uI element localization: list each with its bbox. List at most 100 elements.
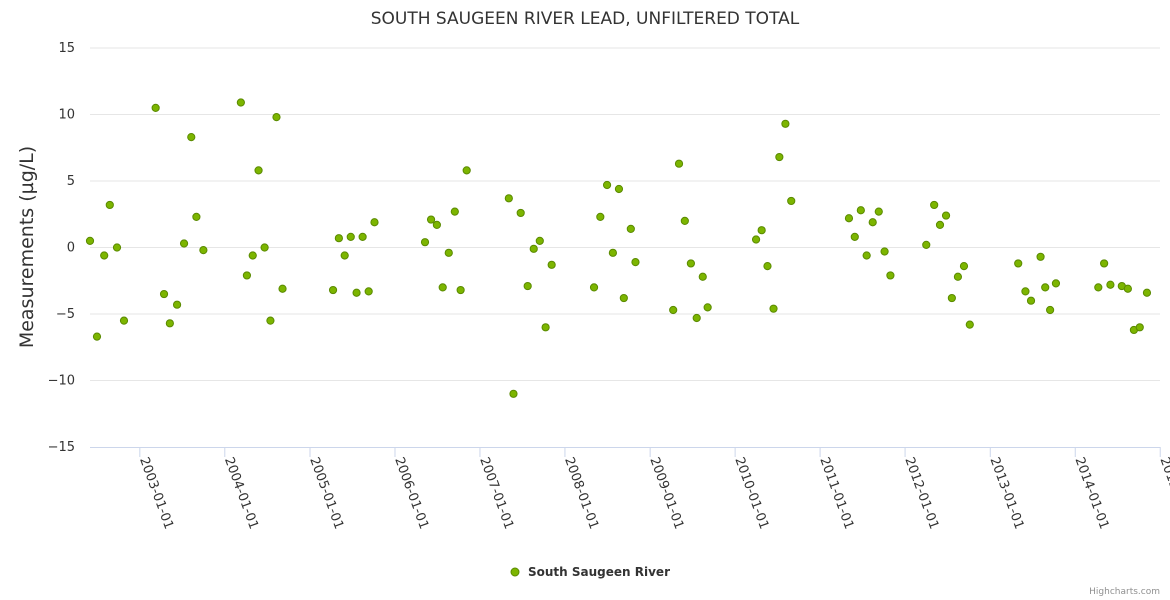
- data-point[interactable]: [1014, 259, 1023, 268]
- data-point[interactable]: [589, 283, 599, 292]
- data-point[interactable]: [935, 220, 945, 229]
- data-point[interactable]: [523, 281, 532, 291]
- data-point[interactable]: [965, 320, 974, 329]
- data-point[interactable]: [236, 98, 245, 107]
- data-point[interactable]: [334, 234, 343, 243]
- data-point[interactable]: [1135, 323, 1144, 332]
- data-point[interactable]: [930, 200, 939, 210]
- data-point[interactable]: [614, 184, 624, 194]
- data-point[interactable]: [242, 271, 252, 280]
- data-point[interactable]: [953, 272, 963, 281]
- data-point[interactable]: [631, 258, 640, 267]
- data-point[interactable]: [260, 243, 269, 252]
- data-point[interactable]: [692, 313, 701, 323]
- data-point[interactable]: [192, 212, 201, 222]
- data-point[interactable]: [328, 285, 338, 295]
- data-point[interactable]: [787, 196, 796, 206]
- data-point[interactable]: [187, 133, 196, 142]
- data-point[interactable]: [266, 316, 275, 325]
- data-point[interactable]: [119, 316, 129, 325]
- data-point[interactable]: [272, 113, 281, 122]
- data-point[interactable]: [947, 293, 956, 303]
- data-point[interactable]: [775, 152, 784, 162]
- data-point[interactable]: [504, 194, 513, 203]
- data-point[interactable]: [438, 283, 447, 292]
- legend-label[interactable]: South Saugeen River: [528, 565, 670, 579]
- data-point[interactable]: [959, 262, 969, 271]
- data-point[interactable]: [608, 248, 617, 257]
- data-point[interactable]: [886, 271, 895, 280]
- data-point[interactable]: [509, 389, 518, 398]
- data-point[interactable]: [105, 200, 114, 210]
- data-point[interactable]: [159, 289, 169, 299]
- data-point[interactable]: [1046, 305, 1055, 315]
- data-point[interactable]: [763, 262, 772, 271]
- data-point[interactable]: [1100, 259, 1109, 268]
- data-point[interactable]: [844, 214, 854, 223]
- data-point[interactable]: [868, 218, 877, 227]
- data-point[interactable]: [1021, 287, 1030, 296]
- data-point[interactable]: [92, 332, 102, 341]
- data-point[interactable]: [535, 236, 544, 245]
- credits-text[interactable]: Highcharts.com: [1089, 587, 1160, 597]
- data-point[interactable]: [781, 119, 790, 128]
- data-point[interactable]: [165, 319, 174, 328]
- data-point[interactable]: [112, 243, 122, 252]
- data-point[interactable]: [626, 224, 635, 233]
- data-point[interactable]: [199, 246, 208, 255]
- data-point[interactable]: [1051, 279, 1061, 288]
- data-point[interactable]: [254, 166, 263, 175]
- data-point[interactable]: [1123, 284, 1132, 293]
- data-point[interactable]: [278, 284, 287, 293]
- data-point[interactable]: [352, 288, 361, 297]
- data-point[interactable]: [432, 220, 441, 229]
- data-point[interactable]: [674, 159, 684, 168]
- legend[interactable]: South Saugeen River: [510, 565, 670, 579]
- data-point[interactable]: [426, 215, 436, 224]
- data-point[interactable]: [450, 207, 459, 216]
- data-point[interactable]: [151, 103, 160, 112]
- data-point[interactable]: [862, 251, 871, 260]
- data-point[interactable]: [703, 303, 712, 312]
- data-point[interactable]: [669, 305, 678, 315]
- data-point[interactable]: [85, 236, 95, 245]
- data-point[interactable]: [1142, 288, 1152, 297]
- data-point[interactable]: [874, 207, 883, 216]
- data-point[interactable]: [100, 251, 109, 260]
- data-point[interactable]: [547, 260, 556, 269]
- data-point[interactable]: [1026, 296, 1036, 305]
- data-point[interactable]: [1041, 283, 1050, 292]
- data-point[interactable]: [340, 251, 349, 260]
- data-point[interactable]: [364, 287, 373, 296]
- data-point[interactable]: [456, 285, 465, 295]
- data-point[interactable]: [941, 211, 951, 220]
- data-point[interactable]: [757, 226, 766, 235]
- data-point[interactable]: [1036, 252, 1045, 261]
- data-point[interactable]: [179, 239, 189, 248]
- data-point[interactable]: [1106, 280, 1115, 289]
- data-point[interactable]: [619, 293, 628, 303]
- data-point[interactable]: [444, 248, 453, 257]
- data-point[interactable]: [462, 166, 471, 175]
- data-point[interactable]: [370, 218, 379, 227]
- data-point[interactable]: [172, 300, 182, 309]
- data-point[interactable]: [420, 238, 430, 247]
- data-point[interactable]: [541, 323, 550, 332]
- data-point[interactable]: [358, 232, 367, 241]
- data-point[interactable]: [769, 304, 778, 313]
- data-point[interactable]: [1094, 283, 1103, 292]
- data-point[interactable]: [751, 235, 761, 244]
- data-point[interactable]: [602, 180, 612, 190]
- data-point[interactable]: [529, 244, 538, 253]
- data-point[interactable]: [516, 208, 525, 218]
- data-point[interactable]: [248, 251, 257, 260]
- data-point[interactable]: [856, 206, 865, 215]
- data-point[interactable]: [922, 240, 931, 249]
- data-point[interactable]: [346, 232, 355, 241]
- data-point[interactable]: [596, 212, 605, 222]
- data-point[interactable]: [680, 216, 689, 225]
- data-point[interactable]: [880, 247, 889, 256]
- data-point[interactable]: [850, 232, 859, 241]
- data-point[interactable]: [698, 272, 707, 281]
- data-point[interactable]: [686, 259, 695, 268]
